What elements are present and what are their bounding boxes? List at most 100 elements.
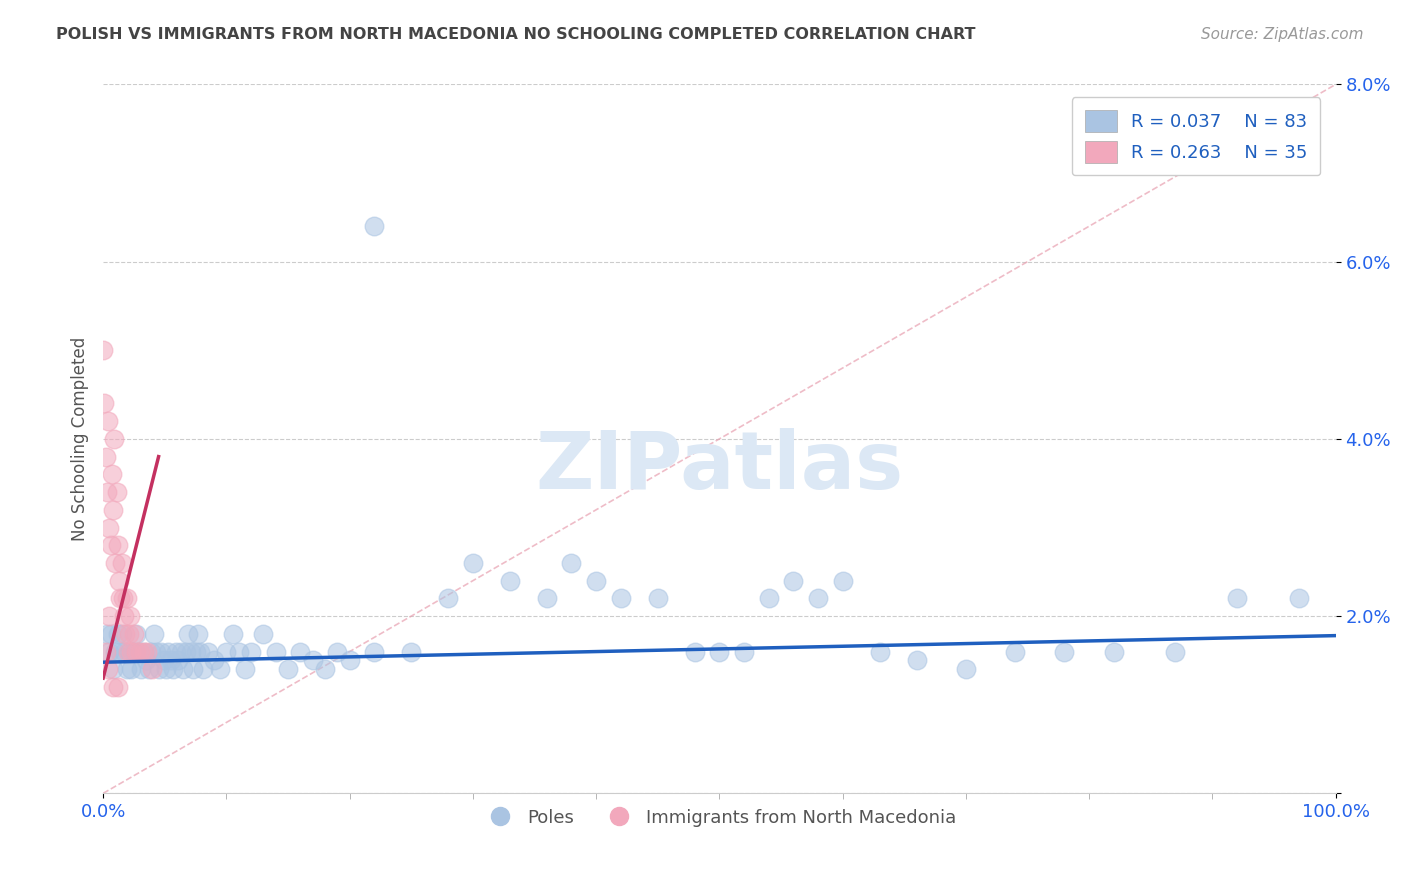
Point bbox=[1226, 591, 1249, 606]
Point bbox=[585, 574, 607, 588]
Point bbox=[170, 644, 193, 658]
Point bbox=[197, 644, 219, 658]
Point bbox=[831, 574, 853, 588]
Point bbox=[782, 574, 804, 588]
Point bbox=[110, 556, 132, 570]
Point bbox=[174, 644, 197, 658]
Point bbox=[135, 653, 157, 667]
Point bbox=[125, 627, 148, 641]
Point bbox=[138, 662, 160, 676]
Point bbox=[110, 644, 132, 658]
Point bbox=[125, 644, 148, 658]
Point bbox=[122, 627, 145, 641]
Point bbox=[141, 662, 163, 676]
Point bbox=[461, 556, 484, 570]
Point bbox=[112, 644, 135, 658]
Point bbox=[647, 591, 669, 606]
Point bbox=[157, 644, 180, 658]
Point bbox=[610, 591, 633, 606]
Point bbox=[162, 662, 184, 676]
Point bbox=[709, 644, 731, 658]
Point bbox=[363, 219, 385, 234]
Point bbox=[191, 662, 214, 676]
Point bbox=[110, 591, 132, 606]
Point bbox=[105, 485, 128, 500]
Y-axis label: No Schooling Completed: No Schooling Completed bbox=[72, 337, 89, 541]
Point bbox=[107, 627, 129, 641]
Point bbox=[128, 644, 150, 658]
Point bbox=[905, 653, 928, 667]
Point bbox=[1102, 644, 1125, 658]
Point bbox=[184, 644, 207, 658]
Point bbox=[110, 627, 132, 641]
Point bbox=[177, 627, 200, 641]
Point bbox=[202, 653, 225, 667]
Point bbox=[190, 644, 212, 658]
Point bbox=[1164, 644, 1187, 658]
Point bbox=[94, 450, 117, 464]
Point bbox=[145, 644, 167, 658]
Point bbox=[97, 662, 120, 676]
Point bbox=[131, 662, 153, 676]
Point bbox=[93, 396, 115, 410]
Point bbox=[115, 662, 138, 676]
Point bbox=[955, 662, 977, 676]
Point bbox=[683, 644, 706, 658]
Point bbox=[240, 644, 263, 658]
Point bbox=[150, 644, 173, 658]
Point bbox=[209, 662, 232, 676]
Point bbox=[869, 644, 891, 658]
Point bbox=[118, 627, 141, 641]
Point bbox=[1053, 644, 1076, 658]
Point bbox=[108, 574, 131, 588]
Point bbox=[98, 520, 121, 534]
Point bbox=[148, 662, 170, 676]
Point bbox=[155, 662, 177, 676]
Point bbox=[121, 644, 143, 658]
Point bbox=[363, 644, 385, 658]
Point bbox=[314, 662, 336, 676]
Point bbox=[141, 644, 163, 658]
Point bbox=[758, 591, 780, 606]
Text: ZIPatlas: ZIPatlas bbox=[536, 428, 904, 507]
Point bbox=[180, 644, 202, 658]
Text: Source: ZipAtlas.com: Source: ZipAtlas.com bbox=[1201, 27, 1364, 42]
Point bbox=[277, 662, 299, 676]
Point bbox=[104, 556, 127, 570]
Point bbox=[107, 680, 129, 694]
Point bbox=[96, 627, 118, 641]
Point bbox=[118, 644, 141, 658]
Point bbox=[98, 644, 121, 658]
Point bbox=[132, 644, 155, 658]
Point bbox=[499, 574, 522, 588]
Legend: Poles, Immigrants from North Macedonia: Poles, Immigrants from North Macedonia bbox=[475, 802, 965, 834]
Point bbox=[121, 662, 143, 676]
Point bbox=[112, 609, 135, 624]
Point bbox=[437, 591, 460, 606]
Point bbox=[107, 538, 129, 552]
Point bbox=[187, 627, 209, 641]
Point bbox=[215, 644, 238, 658]
Point bbox=[101, 503, 124, 517]
Point bbox=[120, 609, 142, 624]
Point bbox=[101, 662, 124, 676]
Point bbox=[104, 644, 127, 658]
Point bbox=[326, 644, 349, 658]
Point bbox=[733, 644, 755, 658]
Point bbox=[167, 653, 190, 667]
Point bbox=[101, 680, 124, 694]
Point bbox=[536, 591, 558, 606]
Point bbox=[560, 556, 582, 570]
Point bbox=[1004, 644, 1026, 658]
Point bbox=[132, 644, 155, 658]
Point bbox=[142, 627, 165, 641]
Point bbox=[165, 644, 187, 658]
Point bbox=[100, 538, 122, 552]
Point bbox=[100, 627, 122, 641]
Point bbox=[172, 662, 194, 676]
Point bbox=[233, 662, 256, 676]
Point bbox=[96, 485, 118, 500]
Point bbox=[122, 644, 145, 658]
Point bbox=[117, 644, 139, 658]
Point bbox=[136, 644, 159, 658]
